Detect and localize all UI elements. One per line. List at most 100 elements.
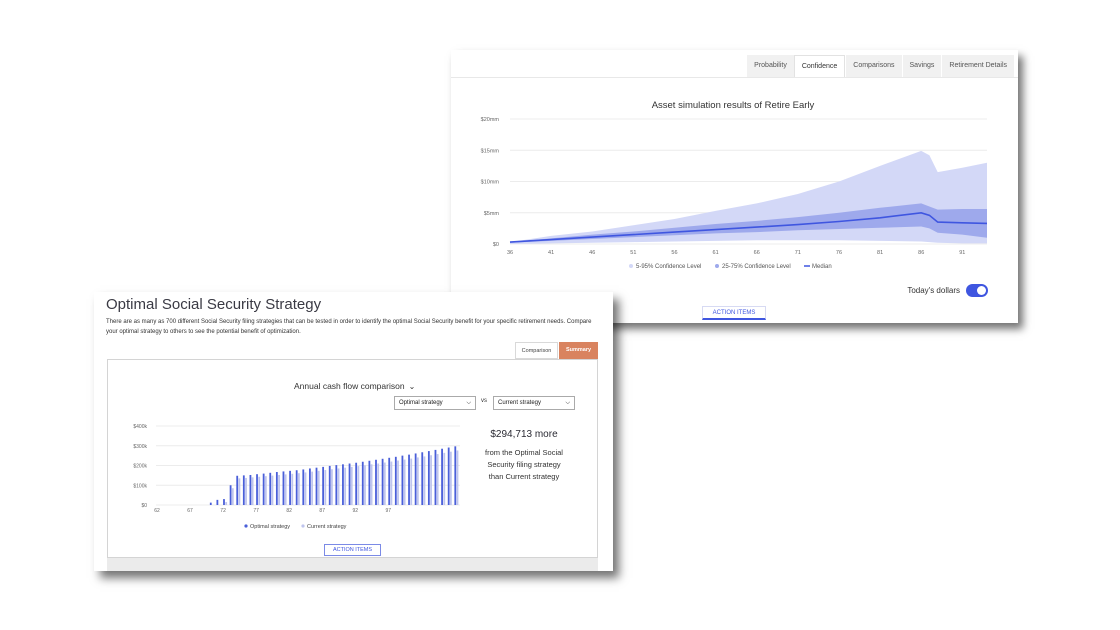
- optimal-bar: [441, 448, 443, 505]
- current-bar: [377, 463, 380, 505]
- x-tick-label: 91: [959, 250, 965, 256]
- tab-bar: Probability Confidence Comparisons Savin…: [746, 55, 1014, 77]
- current-bar: [225, 502, 228, 505]
- current-bar: [251, 477, 254, 505]
- chevron-down-icon: ⌵: [565, 400, 570, 406]
- x-tick-label: 66: [754, 250, 760, 256]
- optimal-bar: [434, 449, 437, 505]
- optimal-bar: [269, 472, 272, 505]
- current-bar: [436, 454, 439, 505]
- optimal-bar: [295, 470, 298, 505]
- segment-summary[interactable]: Summary: [559, 342, 598, 359]
- segment-comparison[interactable]: Comparison: [515, 342, 558, 359]
- current-bar: [264, 476, 267, 505]
- legend-label: Optimal strategy: [250, 524, 290, 530]
- current-bar: [291, 473, 294, 505]
- current-bar: [245, 477, 247, 505]
- optimal-bar: [302, 469, 305, 505]
- x-tick-label: 77: [253, 508, 259, 514]
- x-tick-label: 82: [286, 508, 292, 514]
- legend-label: 25-75% Confidence Level: [722, 264, 791, 270]
- strategy-select-a[interactable]: Optimal strategy ⌵: [394, 396, 476, 410]
- benefit-line-1: from the Optimal Social: [485, 448, 563, 457]
- legend-swatch: [629, 264, 633, 268]
- optimal-bar: [447, 447, 450, 505]
- y-tick-label: $20mm: [481, 117, 500, 123]
- optimal-bar: [315, 467, 318, 505]
- description-text: There are as many as 700 different Socia…: [106, 319, 592, 335]
- optimal-bar: [381, 458, 384, 505]
- current-bar: [443, 452, 446, 505]
- y-tick-label: $0: [493, 242, 499, 248]
- panel-footer: [107, 558, 598, 571]
- action-items-tab[interactable]: ACTION ITEMS: [702, 306, 766, 320]
- optimal-bar: [388, 457, 391, 505]
- x-tick-label: 71: [795, 250, 801, 256]
- optimal-bar: [375, 459, 377, 505]
- optimal-bar: [335, 465, 338, 505]
- asset-simulation-chart: Asset simulation results of Retire Early…: [481, 100, 988, 270]
- optimal-bar: [355, 462, 358, 505]
- optimal-bar: [209, 502, 212, 505]
- social-security-card: Optimal Social Security Strategy There a…: [94, 292, 613, 571]
- current-bar: [397, 460, 399, 505]
- vs-label: vs: [481, 398, 487, 404]
- x-tick-label: 46: [589, 250, 595, 256]
- optimal-bar: [256, 474, 258, 505]
- x-tick-label: 76: [836, 250, 842, 256]
- optimal-bar: [361, 461, 364, 505]
- current-bar: [231, 488, 234, 505]
- x-tick-label: 87: [319, 508, 325, 514]
- current-bar: [304, 472, 307, 505]
- x-tick-label: 51: [630, 250, 636, 256]
- x-tick-label: 41: [548, 250, 554, 256]
- current-bar: [423, 456, 426, 505]
- y-tick-label: $15mm: [481, 148, 500, 154]
- optimal-bar: [216, 499, 219, 505]
- cashflow-dropdown[interactable]: Annual cash flow comparison ⌄: [294, 381, 415, 391]
- optimal-bar: [414, 453, 417, 505]
- current-bar: [390, 461, 393, 505]
- current-bar: [410, 458, 413, 505]
- tab-probability[interactable]: Probability: [746, 55, 794, 77]
- y-tick-label: $10mm: [481, 180, 500, 186]
- x-tick-label: 62: [154, 508, 160, 514]
- todays-dollars-toggle[interactable]: [966, 284, 988, 297]
- tab-savings[interactable]: Savings: [901, 55, 942, 77]
- tab-comparisons[interactable]: Comparisons: [845, 55, 902, 77]
- cashflow-title: Annual cash flow comparison: [294, 381, 405, 391]
- current-bar: [449, 451, 452, 505]
- legend-swatch: [244, 524, 248, 528]
- chevron-down-icon: ⌄: [408, 382, 416, 391]
- optimal-bar: [454, 446, 457, 505]
- current-bar: [331, 469, 333, 505]
- current-bar: [383, 462, 386, 505]
- cashflow-panel: Annual cash flow comparison ⌄ Optimal str…: [107, 359, 598, 558]
- current-bar: [344, 467, 347, 505]
- current-bar: [297, 473, 300, 505]
- strategy-select-b[interactable]: Current strategy ⌵: [493, 396, 575, 410]
- page-title: Optimal Social Security Strategy: [106, 296, 322, 313]
- current-bar: [311, 471, 313, 505]
- y-tick-label: $5mm: [484, 211, 500, 217]
- x-tick-label: 36: [507, 250, 513, 256]
- current-bar: [271, 475, 274, 505]
- todays-dollars-control: Today's dollars: [907, 284, 988, 297]
- x-tick-label: 56: [671, 250, 677, 256]
- x-tick-label: 86: [918, 250, 924, 256]
- legend-label: Median: [812, 264, 832, 270]
- tab-confidence[interactable]: Confidence: [793, 55, 846, 77]
- strategy-select-a-value: Optimal strategy: [399, 400, 443, 406]
- x-tick-label: 97: [386, 508, 392, 514]
- asset-simulation-card: Probability Confidence Comparisons Savin…: [451, 50, 1018, 323]
- optimal-bar: [309, 468, 311, 505]
- legend-label: 5-95% Confidence Level: [636, 264, 701, 270]
- todays-dollars-label: Today's dollars: [907, 286, 960, 295]
- optimal-bar: [275, 472, 278, 505]
- benefit-line-2: Security filing strategy: [487, 460, 561, 469]
- legend-label: Current strategy: [307, 524, 347, 530]
- action-items-button[interactable]: ACTION ITEMS: [324, 544, 381, 556]
- current-bar: [403, 459, 406, 505]
- tab-retirement-details[interactable]: Retirement Details: [941, 55, 1014, 77]
- y-tick-label: $300k: [133, 444, 147, 450]
